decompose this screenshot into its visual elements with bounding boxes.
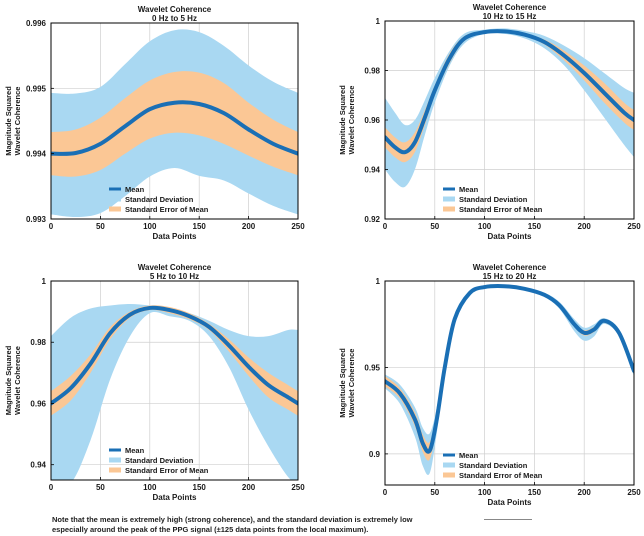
chart-panel-2: 0 50 100 150 200 250 0.92 0.94 0.96 0.98 1 Wavelet … <box>338 3 641 241</box>
x-tick-label: 200 <box>242 483 256 492</box>
x-tick-label: 100 <box>143 222 157 231</box>
std-deviation-band <box>385 28 634 188</box>
legend-mean-label: Mean <box>125 446 145 455</box>
y-axis-label-line-2: Wavelet Coherence <box>13 346 22 415</box>
y-axis-label-line-2: Wavelet Coherence <box>347 349 356 418</box>
legend-mean-label: Mean <box>459 451 479 460</box>
y-axis-label-line-1: Magnitude Squared <box>4 86 13 156</box>
y-axis-label-line-1: Magnitude Squared <box>4 345 13 415</box>
y-tick-label: 1 <box>42 277 47 286</box>
y-tick-label: 0.96 <box>30 399 46 408</box>
legend-std-deviation-label: Standard Deviation <box>459 195 528 204</box>
y-axis-label: Magnitude Squared Wavelet Coherence <box>4 345 22 415</box>
plot-series <box>385 28 634 188</box>
note-rule <box>484 519 532 520</box>
y-tick-label: 1 <box>376 17 381 26</box>
x-tick-label: 50 <box>96 222 105 231</box>
x-tick-label: 150 <box>528 488 542 497</box>
y-axis-label-line-1: Magnitude Squared <box>338 85 347 155</box>
plot-frame <box>50 22 299 220</box>
x-tick-label: 100 <box>478 488 492 497</box>
chart-title: Wavelet Coherence <box>473 3 547 12</box>
note-line-2: especially around the peak of the PPG si… <box>52 525 369 534</box>
plot-series <box>51 303 298 480</box>
x-tick-label: 50 <box>96 483 105 492</box>
mean-line <box>385 284 634 454</box>
plot-series <box>51 29 298 218</box>
x-tick-label: 250 <box>627 488 641 497</box>
y-tick-label: 0.92 <box>364 215 380 224</box>
y-tick-label: 0.995 <box>26 84 47 93</box>
x-tick-label: 200 <box>578 222 592 231</box>
mean-line <box>51 100 298 156</box>
x-tick-label: 200 <box>578 488 592 497</box>
x-axis-label: Data Points <box>152 493 197 502</box>
mean-line <box>385 29 634 155</box>
x-axis-label: Data Points <box>152 232 197 241</box>
y-tick-label: 1 <box>376 277 381 286</box>
legend-std-deviation-label: Standard Deviation <box>125 195 194 204</box>
chart-title: Wavelet Coherence <box>473 263 547 272</box>
y-axis-label-line-2: Wavelet Coherence <box>347 86 356 155</box>
legend-std-deviation-label: Standard Deviation <box>459 461 528 470</box>
y-tick-label: 0.994 <box>26 150 47 159</box>
y-tick-label: 0.996 <box>26 19 47 28</box>
x-tick-label: 250 <box>291 483 305 492</box>
y-tick-label: 0.94 <box>30 461 46 470</box>
plot-series <box>385 284 634 475</box>
y-tick-label: 0.9 <box>369 450 381 459</box>
y-tick-label: 0.95 <box>364 363 380 372</box>
chart-title: Wavelet Coherence <box>138 5 212 14</box>
y-axis-label: Magnitude Squared Wavelet Coherence <box>338 85 356 155</box>
legend-std-deviation-label: Standard Deviation <box>125 456 194 465</box>
chart-panel-4: 0 50 100 150 200 250 0.9 0.95 1 Wavelet Coherence… <box>338 263 641 507</box>
y-axis-label-line-2: Wavelet Coherence <box>13 87 22 156</box>
chart-subtitle: 0 Hz to 5 Hz <box>152 14 197 23</box>
x-axis-label: Data Points <box>487 232 532 241</box>
x-tick-label: 0 <box>383 488 388 497</box>
chart-title: Wavelet Coherence <box>138 263 212 272</box>
x-tick-label: 100 <box>143 483 157 492</box>
x-tick-label: 150 <box>528 222 542 231</box>
y-axis-label: Magnitude Squared Wavelet Coherence <box>338 348 356 418</box>
chart-panel-1: 0 50 100 150 200 250 0.993 0.994 0.995 0.996 Wavel… <box>4 5 305 241</box>
x-axis-label: Data Points <box>487 498 532 507</box>
std-error-band <box>51 71 298 177</box>
x-tick-label: 150 <box>193 222 207 231</box>
chart-subtitle: 10 Hz to 15 Hz <box>483 12 537 21</box>
x-tick-label: 100 <box>478 222 492 231</box>
x-tick-label: 0 <box>49 222 54 231</box>
y-tick-label: 0.98 <box>30 338 46 347</box>
x-tick-label: 250 <box>291 222 305 231</box>
chart-panel-3: 0 50 100 150 200 250 0.94 0.96 0.98 1 Wavelet Cohe… <box>4 263 305 502</box>
legend-std-error-label: Standard Error of Mean <box>125 466 209 475</box>
figure-note: Note that the mean is extremely high (st… <box>52 515 632 535</box>
y-tick-label: 0.96 <box>364 116 380 125</box>
note-line-1: Note that the mean is extremely high (st… <box>52 515 413 524</box>
legend-mean-label: Mean <box>459 185 479 194</box>
y-axis-label: Magnitude Squared Wavelet Coherence <box>4 86 22 156</box>
x-tick-label: 0 <box>49 483 54 492</box>
y-tick-label: 0.94 <box>364 166 380 175</box>
legend-std-error-label: Standard Error of Mean <box>459 471 543 480</box>
chart-subtitle: 15 Hz to 20 Hz <box>483 272 537 281</box>
x-tick-label: 250 <box>627 222 641 231</box>
y-tick-label: 0.98 <box>364 67 380 76</box>
x-tick-label: 50 <box>430 222 439 231</box>
legend-mean-label: Mean <box>125 185 145 194</box>
x-tick-label: 50 <box>430 488 439 497</box>
legend-std-error-label: Standard Error of Mean <box>125 205 209 214</box>
legend-std-error-label: Standard Error of Mean <box>459 205 543 214</box>
plot-frame <box>50 280 299 481</box>
x-tick-label: 200 <box>242 222 256 231</box>
chart-subtitle: 5 Hz to 10 Hz <box>150 272 199 281</box>
y-axis-label-line-1: Magnitude Squared <box>338 348 347 418</box>
y-tick-label: 0.993 <box>26 215 47 224</box>
x-tick-label: 0 <box>383 222 388 231</box>
x-tick-label: 150 <box>193 483 207 492</box>
plot-frame <box>384 280 635 486</box>
mean-line <box>51 305 298 406</box>
